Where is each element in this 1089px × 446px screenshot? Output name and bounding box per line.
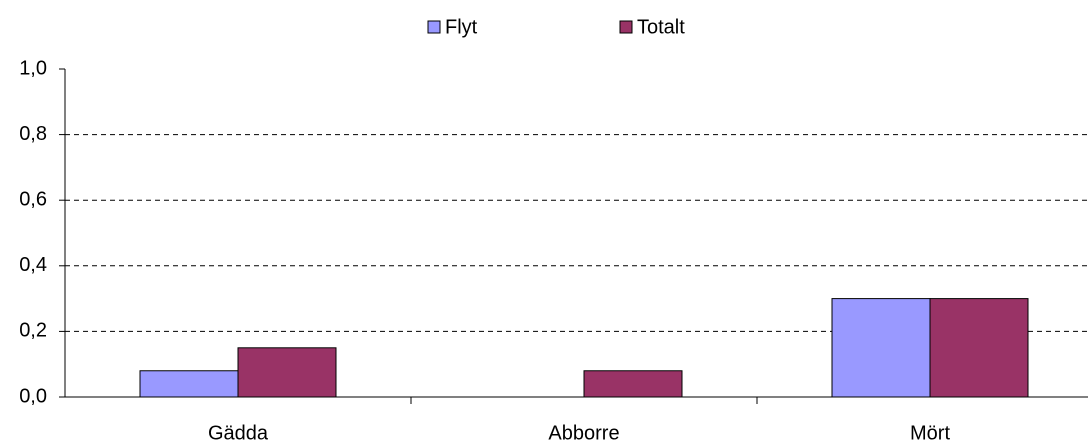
y-tick-label: 0,6 — [19, 188, 47, 210]
y-tick-label: 0,0 — [19, 385, 47, 407]
bar — [831, 298, 931, 398]
legend-label: Flyt — [445, 16, 478, 38]
y-tick-label: 0,8 — [19, 123, 47, 145]
y-tick-label: 0,2 — [19, 320, 47, 342]
x-tick-label: Abborre — [548, 422, 619, 444]
x-tick-label: Mört — [910, 422, 950, 444]
y-tick-label: 1,0 — [19, 57, 47, 79]
y-tick-label: 0,4 — [19, 254, 47, 276]
legend-swatch — [427, 20, 441, 34]
bar — [237, 347, 337, 398]
x-tick-label: Gädda — [208, 422, 269, 444]
bar — [929, 298, 1029, 398]
bar — [139, 370, 239, 398]
bar — [583, 370, 683, 398]
legend-label: Totalt — [637, 16, 685, 38]
legend-swatch — [619, 20, 633, 34]
